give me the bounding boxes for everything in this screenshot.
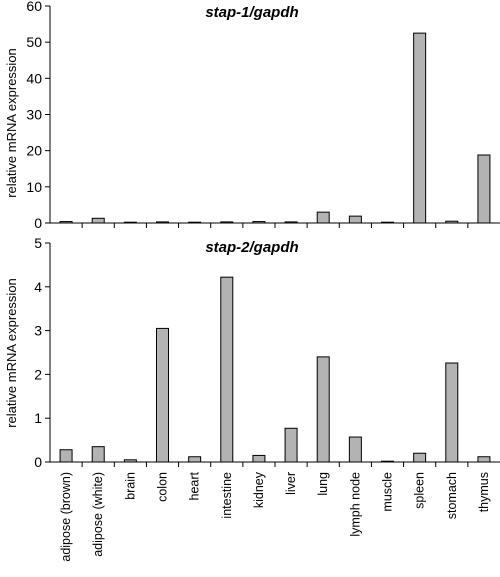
- bottom-bar: [348, 436, 362, 463]
- top-bar: [284, 221, 298, 224]
- category-label: brain: [123, 472, 137, 500]
- category-label: thymus: [477, 472, 491, 512]
- top-bar: [381, 221, 394, 224]
- bottom-panel-plot: 0 1 2 3 4 5 adipose (brown) adipose (white) brai…: [34, 235, 500, 562]
- category-label: lymph node: [348, 472, 362, 537]
- category-label: colon: [156, 472, 170, 502]
- bottom-bar: [188, 456, 202, 463]
- bottom-bar: [284, 427, 298, 463]
- category-label: adipose (white): [91, 472, 105, 557]
- bottom-bar: [381, 460, 394, 463]
- top-bar: [156, 221, 169, 224]
- top-y-tick-label: 60: [26, 0, 42, 14]
- bottom-bar: [413, 452, 427, 463]
- bottom-bar: [220, 276, 234, 463]
- bottom-bar: [123, 459, 137, 463]
- top-bar: [477, 154, 491, 224]
- bottom-y-tick-label: 3: [34, 323, 42, 339]
- bottom-bar: [252, 454, 266, 463]
- bottom-bar: [316, 356, 330, 463]
- category-label: kidney: [252, 471, 266, 508]
- top-bar: [220, 221, 234, 224]
- top-bar: [188, 221, 202, 224]
- top-panel: stap-1/gapdh relative mRNA expression 0 1…: [4, 0, 500, 231]
- category-label: heart: [188, 471, 202, 500]
- top-y-tick-label: 30: [26, 107, 42, 123]
- bottom-bar: [477, 456, 491, 463]
- bottom-panel-ylabel: relative mRNA expression: [4, 278, 19, 428]
- top-bar: [348, 215, 362, 224]
- bottom-bar: [91, 446, 105, 463]
- top-y-tick-label: 0: [34, 215, 42, 231]
- category-label: adipose (brown): [59, 472, 73, 562]
- bottom-y-tick-label: 1: [34, 410, 42, 426]
- bottom-panel-title: stap-2/gapdh: [205, 239, 298, 256]
- category-label: lung: [316, 472, 330, 496]
- bottom-bar: [59, 449, 73, 463]
- bottom-bar: [445, 362, 459, 463]
- top-panel-plot: 0 10 20 30 40 50 60: [26, 0, 500, 231]
- top-bar: [316, 211, 330, 224]
- category-label: muscle: [381, 472, 395, 512]
- category-label: liver: [284, 472, 298, 495]
- top-panel-ylabel: relative mRNA expression: [4, 48, 19, 198]
- top-y-tick-label: 20: [26, 143, 42, 159]
- top-bar: [445, 220, 459, 224]
- top-bar: [252, 221, 266, 224]
- top-y-tick-label: 10: [26, 179, 42, 195]
- top-bar: [91, 217, 105, 224]
- bottom-bar: [156, 327, 169, 463]
- top-y-tick-label: 40: [26, 70, 42, 86]
- bottom-y-tick-label: 4: [34, 279, 42, 295]
- bottom-panel: stap-2/gapdh relative mRNA expression 0 1…: [4, 235, 500, 562]
- bottom-y-tick-label: 2: [34, 366, 42, 382]
- top-bar: [123, 221, 137, 224]
- top-bar: [59, 221, 73, 224]
- category-label: intestine: [220, 472, 234, 519]
- bottom-y-tick-label: 0: [34, 454, 42, 470]
- category-label: spleen: [413, 472, 427, 509]
- top-panel-title: stap-1/gapdh: [205, 4, 298, 21]
- category-label: stomach: [445, 472, 459, 519]
- top-bar: [413, 32, 427, 224]
- top-y-tick-label: 50: [26, 34, 42, 50]
- bottom-y-tick-label: 5: [34, 235, 42, 251]
